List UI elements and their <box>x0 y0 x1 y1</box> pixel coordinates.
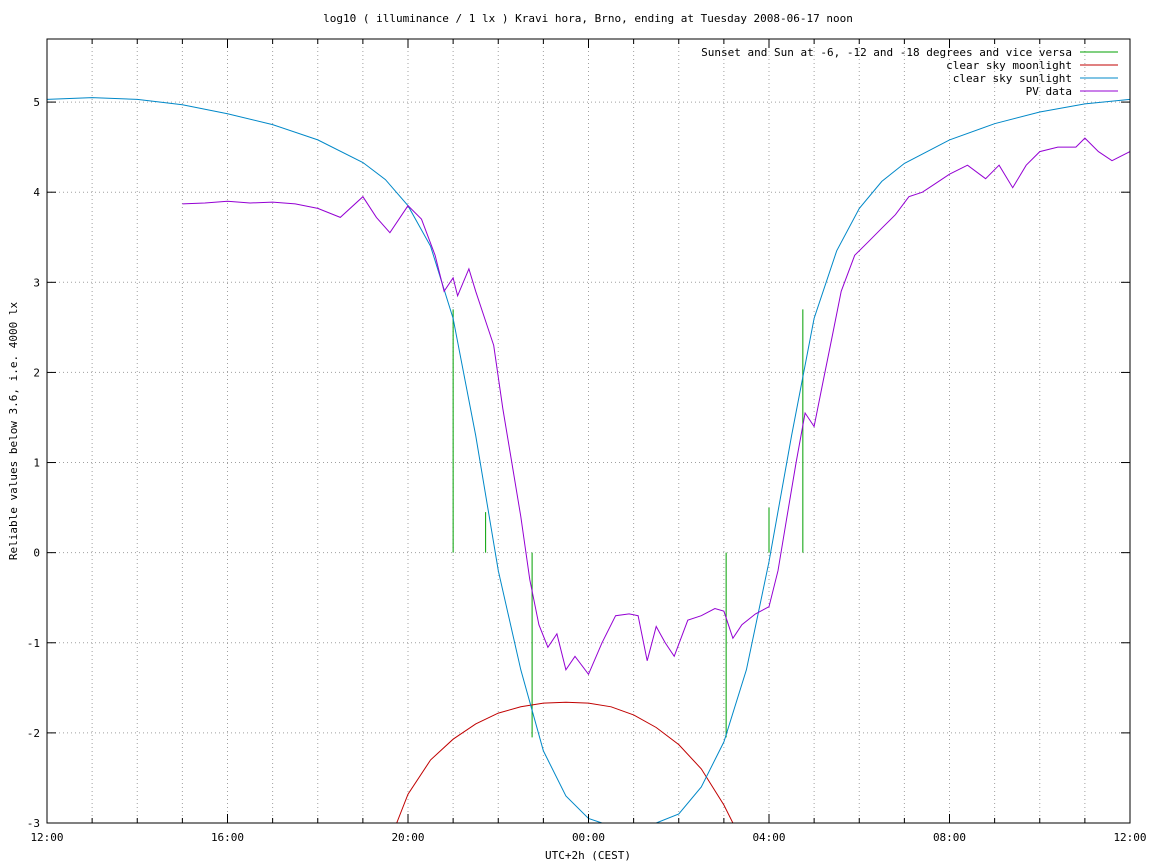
y-axis-label: Reliable values below 3.6, i.e. 4000 lx <box>7 301 20 560</box>
series-0 <box>452 309 804 738</box>
legend-label: clear sky sunlight <box>953 72 1072 85</box>
y-tick-label: 5 <box>33 96 40 109</box>
y-tick-label: 1 <box>33 457 40 470</box>
x-tick-label: 12:00 <box>30 831 63 844</box>
series-line <box>182 137 1130 676</box>
gridlines <box>47 39 1130 823</box>
y-tick-label: -2 <box>27 727 40 740</box>
y-tick-label: 2 <box>33 366 40 379</box>
y-tick-label: -3 <box>27 817 40 830</box>
x-tick-label: 20:00 <box>391 831 424 844</box>
series-1 <box>396 701 734 823</box>
x-tick-label: 08:00 <box>933 831 966 844</box>
series-line <box>47 97 1130 823</box>
series-2 <box>47 97 1130 823</box>
y-tick-label: 0 <box>33 547 40 560</box>
legend-label: clear sky moonlight <box>946 59 1072 72</box>
x-tick-label: 04:00 <box>752 831 785 844</box>
x-tick-label: 00:00 <box>572 831 605 844</box>
axes: 12:00 16:00 20:00 00:00 04:00 08:00 12:00-3-2-… <box>27 39 1147 844</box>
x-axis-label: UTC+2h (CEST) <box>545 849 631 862</box>
legend-label: Sunset and Sun at -6, -12 and -18 degree… <box>701 46 1072 59</box>
x-tick-label: 12:00 <box>1113 831 1146 844</box>
series-line <box>396 701 734 823</box>
y-tick-label: 4 <box>33 186 40 199</box>
series-group <box>47 97 1130 823</box>
series-3 <box>182 137 1130 676</box>
legend: Sunset and Sun at -6, -12 and -18 degree… <box>701 46 1118 98</box>
x-tick-label: 16:00 <box>211 831 244 844</box>
y-tick-label: 3 <box>33 276 40 289</box>
chart-title: log10 ( illuminance / 1 lx ) Kravi hora,… <box>323 12 853 25</box>
legend-label: PV data <box>1026 85 1072 98</box>
y-tick-label: -1 <box>27 637 40 650</box>
